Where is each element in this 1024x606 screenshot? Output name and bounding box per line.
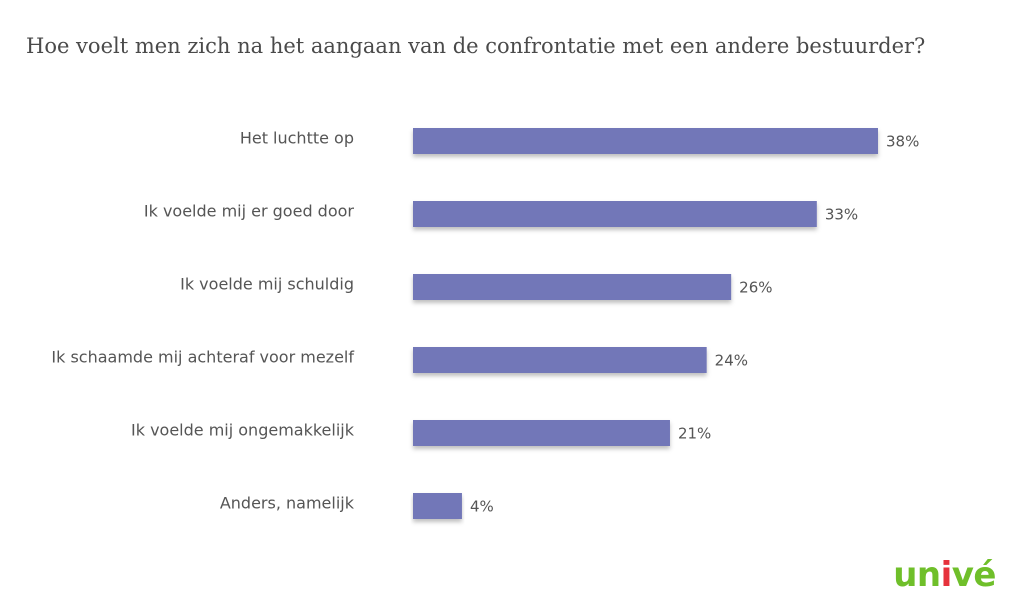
category-label: Ik voelde mij er goed door	[144, 202, 355, 221]
bar	[413, 201, 817, 227]
category-label: Ik schaamde mij achteraf voor mezelf	[51, 348, 354, 367]
value-label: 38%	[886, 133, 919, 151]
value-label: 26%	[739, 279, 772, 297]
category-label: Het luchtte op	[240, 129, 354, 148]
bar	[413, 128, 878, 154]
bars-group: Het luchtte op 38% Ik voelde mij er goed d…	[51, 128, 919, 519]
chart-title: Hoe voelt men zich na het aangaan van de…	[26, 34, 926, 58]
unive-logo: univé	[893, 555, 996, 595]
bar	[413, 274, 732, 300]
category-label: Anders, namelijk	[220, 494, 355, 513]
value-label: 21%	[678, 425, 711, 443]
category-label: Ik voelde mij schuldig	[180, 275, 354, 294]
value-label: 33%	[825, 206, 858, 224]
bar	[413, 493, 462, 519]
bar	[413, 347, 707, 373]
value-label: 4%	[470, 498, 494, 516]
value-label: 24%	[715, 352, 748, 370]
bar	[413, 420, 670, 446]
category-label: Ik voelde mij ongemakkelijk	[131, 421, 355, 440]
